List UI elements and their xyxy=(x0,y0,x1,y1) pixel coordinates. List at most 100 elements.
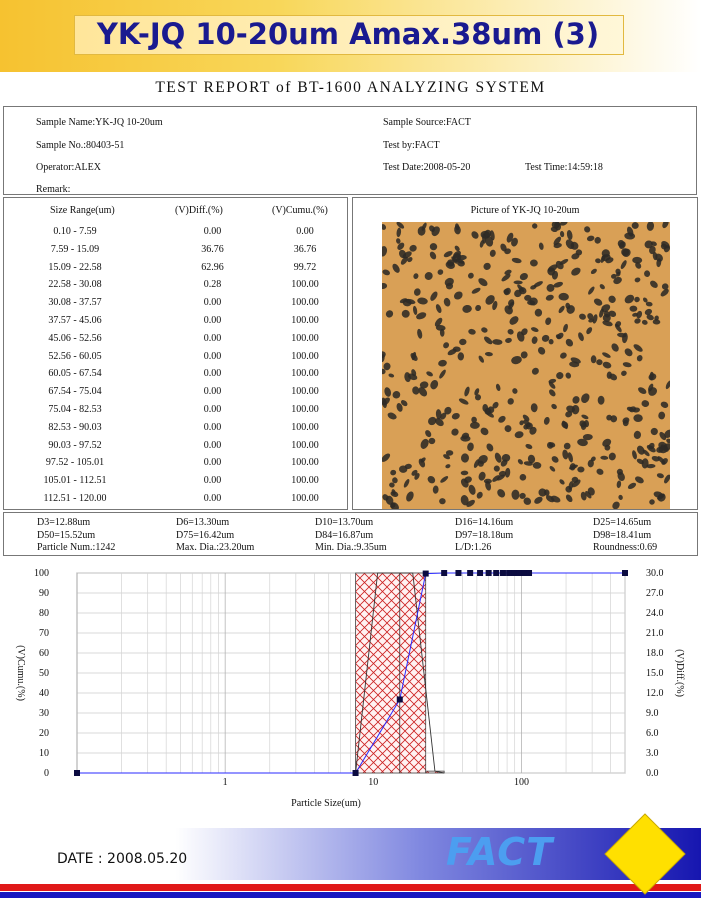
particle xyxy=(658,411,666,420)
particle xyxy=(471,231,479,239)
cell-diff: 0.00 xyxy=(203,368,222,380)
particle xyxy=(538,242,544,250)
particle xyxy=(632,312,638,317)
particle xyxy=(549,389,556,397)
particle xyxy=(636,458,644,465)
particle xyxy=(650,241,657,247)
cell-size-range: 52.56 - 60.05 xyxy=(48,350,102,362)
cell-diff: 0.00 xyxy=(203,315,222,326)
particle xyxy=(407,373,418,381)
particle xyxy=(624,232,636,240)
remark: Remark: xyxy=(36,184,71,195)
particle xyxy=(537,347,546,355)
y2-tick-label: 21.0 xyxy=(646,628,664,639)
particle xyxy=(495,383,501,392)
particle xyxy=(426,371,433,377)
fact-logo: FACT xyxy=(446,830,554,874)
particle xyxy=(618,494,623,500)
cumulative-point xyxy=(467,570,474,576)
particle xyxy=(650,427,658,436)
particle xyxy=(649,499,655,505)
particle xyxy=(530,327,539,333)
particle xyxy=(629,305,638,312)
particle xyxy=(656,258,662,268)
particle xyxy=(511,489,520,500)
particle xyxy=(507,329,514,335)
particle xyxy=(577,438,588,447)
particle xyxy=(646,314,654,321)
cell-diff: 0.28 xyxy=(203,279,222,291)
particle xyxy=(581,414,589,420)
particle xyxy=(383,362,391,371)
cell-size-range: 45.06 - 52.56 xyxy=(48,332,102,344)
cell-diff: 0.00 xyxy=(203,457,222,469)
particle xyxy=(641,400,650,408)
particle xyxy=(622,248,631,257)
particle xyxy=(565,338,574,347)
particle xyxy=(563,442,571,450)
cumulative-point xyxy=(455,570,462,576)
particle xyxy=(601,304,611,313)
particle xyxy=(530,259,538,267)
particle xyxy=(385,495,394,505)
cumulative-point xyxy=(485,570,492,576)
particle xyxy=(484,229,492,238)
particle xyxy=(431,226,440,237)
particle xyxy=(559,222,568,226)
particle xyxy=(445,464,451,469)
particle xyxy=(468,328,476,335)
particle xyxy=(636,310,643,319)
particle xyxy=(504,269,512,275)
cumulative-point xyxy=(477,570,484,576)
particle xyxy=(483,478,492,484)
cell-cumu: 0.00 xyxy=(296,226,314,237)
cell-cumu: 100.00 xyxy=(291,439,319,451)
statistics-box xyxy=(3,512,698,556)
cumulative-point xyxy=(506,570,513,576)
particle xyxy=(566,230,573,240)
stat-value: D75=16.42um xyxy=(176,530,235,541)
particle xyxy=(401,309,410,318)
particle xyxy=(506,232,514,243)
table-header-cumu: (V)Cumu.(%) xyxy=(272,205,328,216)
particle xyxy=(608,452,616,461)
particle xyxy=(440,476,449,483)
particle xyxy=(530,284,537,290)
particle xyxy=(519,273,528,281)
particle xyxy=(596,468,604,475)
cell-diff: 0.00 xyxy=(203,404,222,415)
particle xyxy=(474,394,482,401)
particle xyxy=(650,280,658,288)
particle xyxy=(559,231,565,238)
particle xyxy=(509,316,519,325)
cell-size-range: 15.09 - 22.58 xyxy=(48,261,102,273)
particle xyxy=(624,294,635,304)
cell-size-range: 75.04 - 82.53 xyxy=(48,404,102,415)
particle xyxy=(492,300,498,311)
cumulative-point xyxy=(526,570,533,576)
footer-band xyxy=(0,828,701,880)
particle xyxy=(622,362,632,368)
particle-micrograph xyxy=(382,222,670,509)
particle xyxy=(616,468,624,475)
particle xyxy=(553,236,562,246)
particle xyxy=(556,372,564,380)
particle xyxy=(523,497,532,505)
particle xyxy=(565,411,573,418)
particle xyxy=(550,495,561,503)
particle xyxy=(634,277,641,283)
particle xyxy=(382,368,386,375)
particle xyxy=(387,412,397,420)
y2-tick-label: 30.0 xyxy=(646,568,664,579)
x-axis-label: Particle Size(um) xyxy=(291,798,361,809)
particle xyxy=(417,226,426,236)
particle xyxy=(530,403,538,413)
particle xyxy=(611,343,619,352)
cell-cumu: 100.00 xyxy=(291,297,319,309)
particle xyxy=(460,470,469,476)
particle xyxy=(412,386,420,395)
particle xyxy=(613,276,622,285)
size-distribution-table xyxy=(3,197,348,510)
particle xyxy=(460,453,470,463)
stat-value: Min. Dia.:9.35um xyxy=(315,542,387,553)
